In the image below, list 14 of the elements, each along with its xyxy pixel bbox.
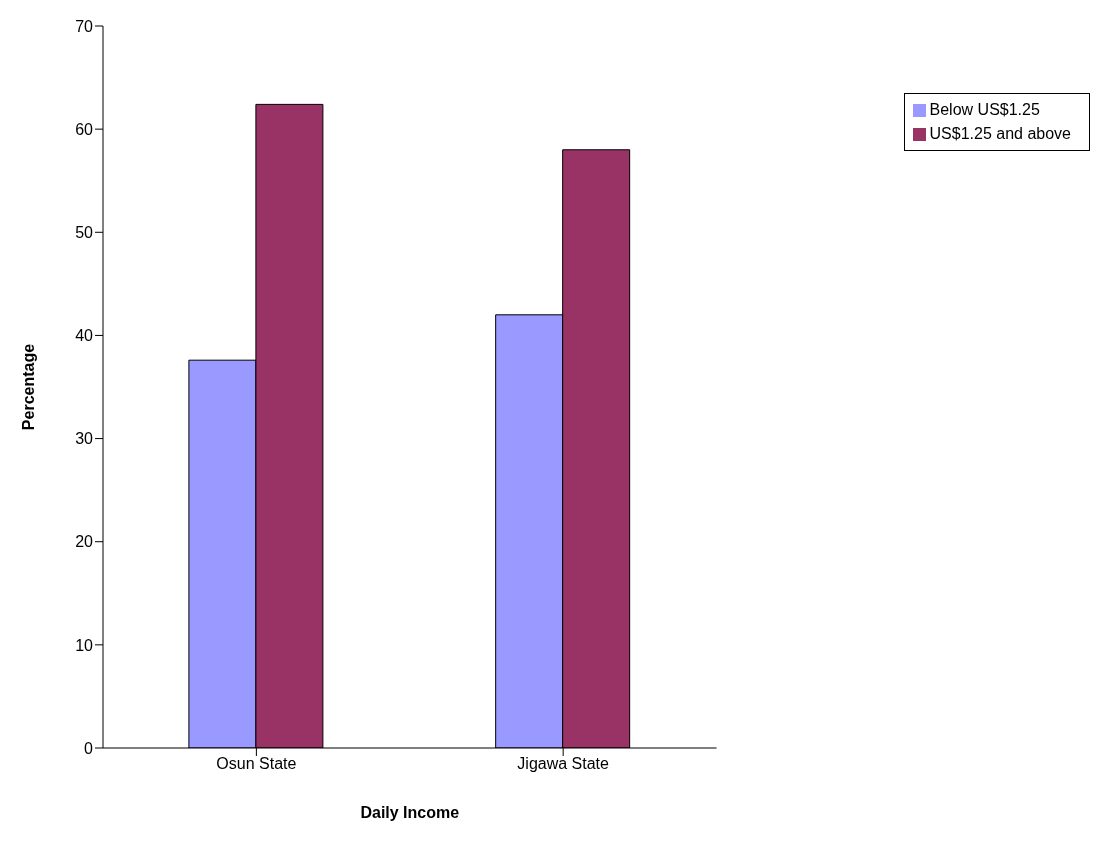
x-axis-title: Daily Income	[360, 804, 460, 821]
y-tick-label: 10	[75, 636, 94, 654]
y-tick-label: 70	[75, 17, 94, 35]
y-tick-label: 50	[75, 223, 94, 241]
legend-label: US$1.25 and above	[929, 125, 1071, 142]
legend-label: Below US$1.25	[929, 101, 1040, 118]
y-tick-label: 60	[75, 120, 94, 138]
x-tick-label: Osun State	[216, 755, 297, 773]
y-tick-label: 20	[75, 533, 94, 551]
y-tick-label: 40	[75, 327, 94, 345]
y-axis-title: Percentage	[19, 343, 37, 431]
y-tick-label: 0	[84, 739, 94, 757]
x-tick-label: Jigawa State	[517, 755, 610, 773]
y-tick-label: 30	[75, 430, 94, 448]
